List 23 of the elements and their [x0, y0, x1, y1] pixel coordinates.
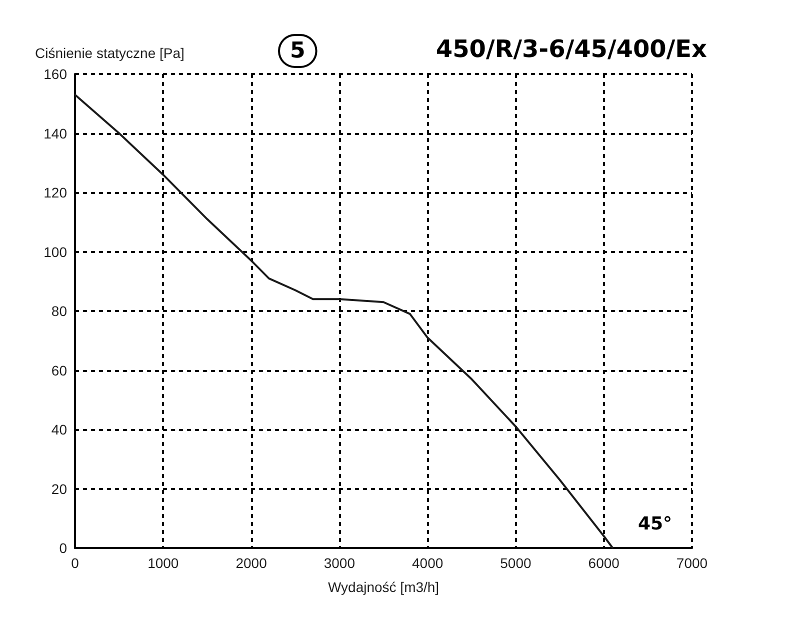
text: 5 — [290, 38, 306, 64]
annotation: 45° — [638, 514, 672, 534]
y-tick-label: 40 — [51, 422, 68, 438]
y-tick-label: 80 — [51, 303, 68, 319]
x-tick-label: 4000 — [412, 555, 444, 571]
y-tick-label: 100 — [44, 244, 68, 260]
y-tick-label: 20 — [51, 480, 68, 497]
line-series — [74, 94, 614, 549]
x-tick-label: 3000 — [324, 555, 356, 571]
x-tick-label: 1000 — [148, 555, 179, 571]
y-tick-label: 120 — [44, 184, 68, 200]
y-axis-title: Ciśnienie statyczne [Pa] — [35, 45, 184, 61]
x-tick-label: 2000 — [236, 555, 268, 571]
chart-title: 450/R/3-6/45/400/Ex — [436, 35, 708, 63]
x-tick-label: 7000 — [676, 555, 708, 571]
x-axis-title: Wydajność [m3/h] — [328, 579, 440, 595]
y-tick-label: 160 — [44, 66, 68, 82]
y-tick-label: 60 — [51, 362, 68, 378]
x-tick-label: 6000 — [588, 555, 620, 571]
x-tick-label: 0 — [71, 555, 80, 571]
y-tick-label: 0 — [59, 540, 68, 556]
x-tick-label: 5000 — [500, 555, 532, 571]
y-tick-label: 140 — [44, 125, 68, 142]
